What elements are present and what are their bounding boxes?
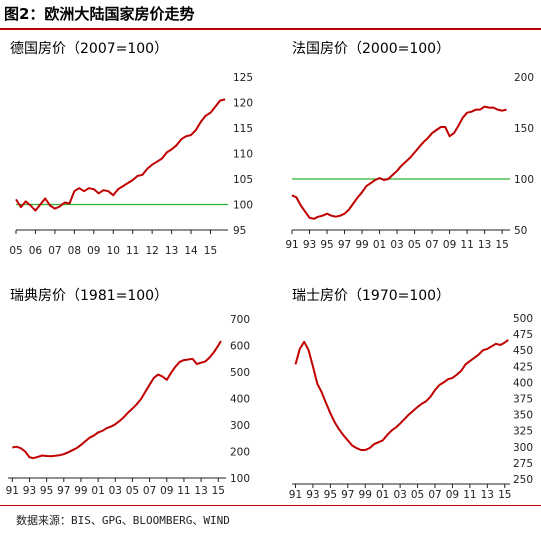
x-tick-label: 10 xyxy=(107,245,120,257)
x-tick-label: 99 xyxy=(359,489,372,501)
chart-title: 德国房价（2007=100） xyxy=(10,41,169,57)
y-tick-label: 275 xyxy=(513,458,533,470)
y-tick-label: 700 xyxy=(230,314,250,326)
x-tick-label: 09 xyxy=(446,489,459,501)
y-tick-label: 100 xyxy=(230,473,250,485)
y-tick-label: 250 xyxy=(513,474,533,486)
chart-panel-france: 法国房价（2000=100） 50 100 150 200 91 93 95 97 99 01 03… xyxy=(270,0,541,262)
x-tick-label: 95 xyxy=(40,485,53,497)
x-tick-label: 97 xyxy=(338,239,351,251)
title-rule xyxy=(0,28,541,30)
x-tick-label: 15 xyxy=(498,489,511,501)
y-tick-label: 300 xyxy=(230,420,250,432)
x-tick-label: 01 xyxy=(376,489,389,501)
series-line xyxy=(294,339,509,451)
y-tick-label: 50 xyxy=(514,225,527,237)
x-tick-label: 09 xyxy=(87,245,100,257)
x-tick-label: 05 xyxy=(9,245,22,257)
chart-title: 法国房价（2000=100） xyxy=(292,41,451,57)
x-tick-label: 07 xyxy=(143,485,156,497)
y-tick-label: 100 xyxy=(514,174,534,186)
x-tick-label: 01 xyxy=(373,239,386,251)
series-line xyxy=(15,98,226,212)
x-tick-label: 07 xyxy=(428,489,441,501)
x-tick-label: 99 xyxy=(355,239,368,251)
y-tick-label: 375 xyxy=(513,394,533,406)
chart-plot: 100 200 300 400 500 600 700 91 93 95 97 99 01 03 05 07 0… xyxy=(6,314,250,497)
x-tick-label: 05 xyxy=(408,239,421,251)
x-tick-label: 99 xyxy=(74,485,87,497)
x-tick-label: 11 xyxy=(126,245,139,257)
x-tick-label: 95 xyxy=(320,239,333,251)
y-tick-label: 110 xyxy=(233,149,253,161)
x-tick-label: 05 xyxy=(126,485,139,497)
x-tick-label: 12 xyxy=(145,245,158,257)
x-tick-label: 09 xyxy=(443,239,456,251)
x-tick-label: 13 xyxy=(165,245,178,257)
x-tick-label: 03 xyxy=(390,239,403,251)
x-tick-label: 11 xyxy=(460,239,473,251)
y-tick-label: 450 xyxy=(513,345,533,357)
x-tick-label: 06 xyxy=(29,245,43,257)
x-tick-label: 11 xyxy=(177,485,190,497)
x-tick-label: 13 xyxy=(478,239,491,251)
series-line xyxy=(12,340,222,460)
y-tick-label: 500 xyxy=(230,367,250,379)
chart-plot: 95 100 105 110 115 120 125 05 06 07 08 09 10 11 12 13 14… xyxy=(9,72,253,257)
x-tick-label: 91 xyxy=(289,489,302,501)
x-tick-label: 91 xyxy=(285,239,298,251)
x-tick-label: 09 xyxy=(160,485,173,497)
x-tick-label: 03 xyxy=(393,489,406,501)
y-tick-label: 300 xyxy=(513,442,533,454)
x-tick-label: 11 xyxy=(463,489,476,501)
chart-plot: 250 275 300 325 350 375 400 425 450 475 500 91 93 95 9… xyxy=(289,313,533,501)
y-tick-label: 400 xyxy=(230,394,250,406)
x-tick-label: 07 xyxy=(425,239,438,251)
chart-panel-switzerland: 瑞士房价（1970=100） 250 275 300 325 350 375 400 425 4… xyxy=(270,262,541,505)
footer-rule xyxy=(0,505,541,506)
x-tick-label: 13 xyxy=(481,489,494,501)
x-tick-label: 95 xyxy=(324,489,337,501)
y-tick-label: 425 xyxy=(513,361,533,373)
chart-title: 瑞士房价（1970=100） xyxy=(292,288,451,304)
y-tick-label: 100 xyxy=(233,200,253,212)
x-tick-label: 15 xyxy=(495,239,508,251)
x-tick-label: 93 xyxy=(23,485,36,497)
y-tick-label: 150 xyxy=(514,123,534,135)
x-tick-label: 05 xyxy=(411,489,424,501)
x-tick-label: 03 xyxy=(109,485,122,497)
source-note: 数据来源：BIS、GPG、BLOOMBERG、WIND xyxy=(16,514,230,527)
y-tick-label: 105 xyxy=(233,174,253,186)
x-tick-label: 14 xyxy=(184,245,198,257)
x-tick-label: 07 xyxy=(48,245,61,257)
figure-title: 图2：欧洲大陆国家房价走势 xyxy=(4,5,195,23)
y-tick-label: 475 xyxy=(513,329,533,341)
y-tick-label: 115 xyxy=(233,123,253,135)
x-tick-label: 93 xyxy=(306,489,319,501)
x-tick-label: 15 xyxy=(212,485,225,497)
y-tick-label: 200 xyxy=(230,447,250,459)
chart-panel-sweden: 瑞典房价（1981=100） 100 200 300 400 500 600 700 91 93… xyxy=(0,262,270,505)
chart-title: 瑞典房价（1981=100） xyxy=(10,288,169,304)
chart-plot: 50 100 150 200 91 93 95 97 99 01 03 05 07 09 11 13 15 xyxy=(285,72,534,251)
x-tick-label: 91 xyxy=(6,485,19,497)
y-tick-label: 120 xyxy=(233,98,253,110)
y-tick-label: 200 xyxy=(514,72,534,84)
x-tick-label: 08 xyxy=(68,245,81,257)
x-tick-label: 01 xyxy=(91,485,104,497)
chart-panel-germany: 德国房价（2007=100） 95 100 105 110 115 120 125 05 06 0… xyxy=(0,0,270,262)
y-tick-label: 350 xyxy=(513,410,533,422)
x-tick-label: 93 xyxy=(303,239,316,251)
y-tick-label: 500 xyxy=(513,313,533,325)
y-tick-label: 600 xyxy=(230,341,250,353)
x-tick-label: 97 xyxy=(341,489,354,501)
x-tick-label: 97 xyxy=(57,485,70,497)
y-tick-label: 95 xyxy=(233,225,246,237)
y-tick-label: 400 xyxy=(513,377,533,389)
x-tick-label: 13 xyxy=(194,485,207,497)
x-tick-label: 15 xyxy=(204,245,217,257)
series-line xyxy=(291,105,507,220)
y-tick-label: 125 xyxy=(233,72,253,84)
y-tick-label: 325 xyxy=(513,426,533,438)
